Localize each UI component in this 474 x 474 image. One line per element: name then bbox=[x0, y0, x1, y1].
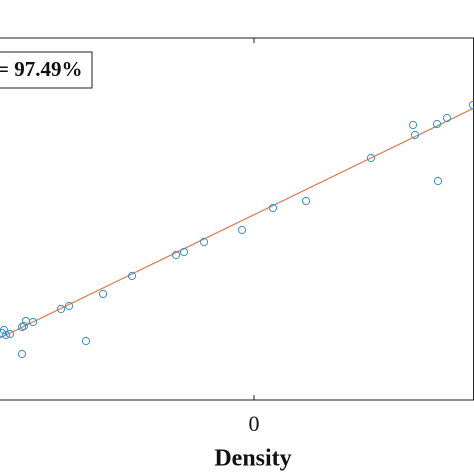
point bbox=[468, 100, 474, 110]
point bbox=[366, 153, 376, 163]
point bbox=[56, 304, 66, 314]
point bbox=[19, 321, 29, 331]
point bbox=[410, 130, 420, 140]
point bbox=[127, 271, 137, 281]
point bbox=[301, 196, 311, 206]
point bbox=[171, 250, 181, 260]
point bbox=[433, 176, 443, 186]
point bbox=[408, 120, 418, 130]
point bbox=[17, 349, 27, 359]
annotation-box bbox=[0, 51, 93, 89]
point bbox=[0, 325, 9, 335]
point bbox=[1, 330, 11, 340]
point bbox=[268, 203, 278, 213]
point bbox=[199, 237, 209, 247]
point bbox=[81, 336, 91, 346]
fit-line bbox=[0, 107, 474, 339]
point bbox=[28, 317, 38, 327]
point bbox=[179, 247, 189, 257]
point bbox=[98, 289, 108, 299]
point bbox=[432, 119, 442, 129]
point bbox=[237, 225, 247, 235]
point bbox=[64, 301, 74, 311]
point bbox=[5, 329, 15, 339]
annotation: = 97.49% bbox=[0, 57, 82, 81]
x-axis-label: Density bbox=[214, 446, 291, 472]
point bbox=[442, 113, 452, 123]
x-tick-label: 0 bbox=[249, 411, 260, 436]
